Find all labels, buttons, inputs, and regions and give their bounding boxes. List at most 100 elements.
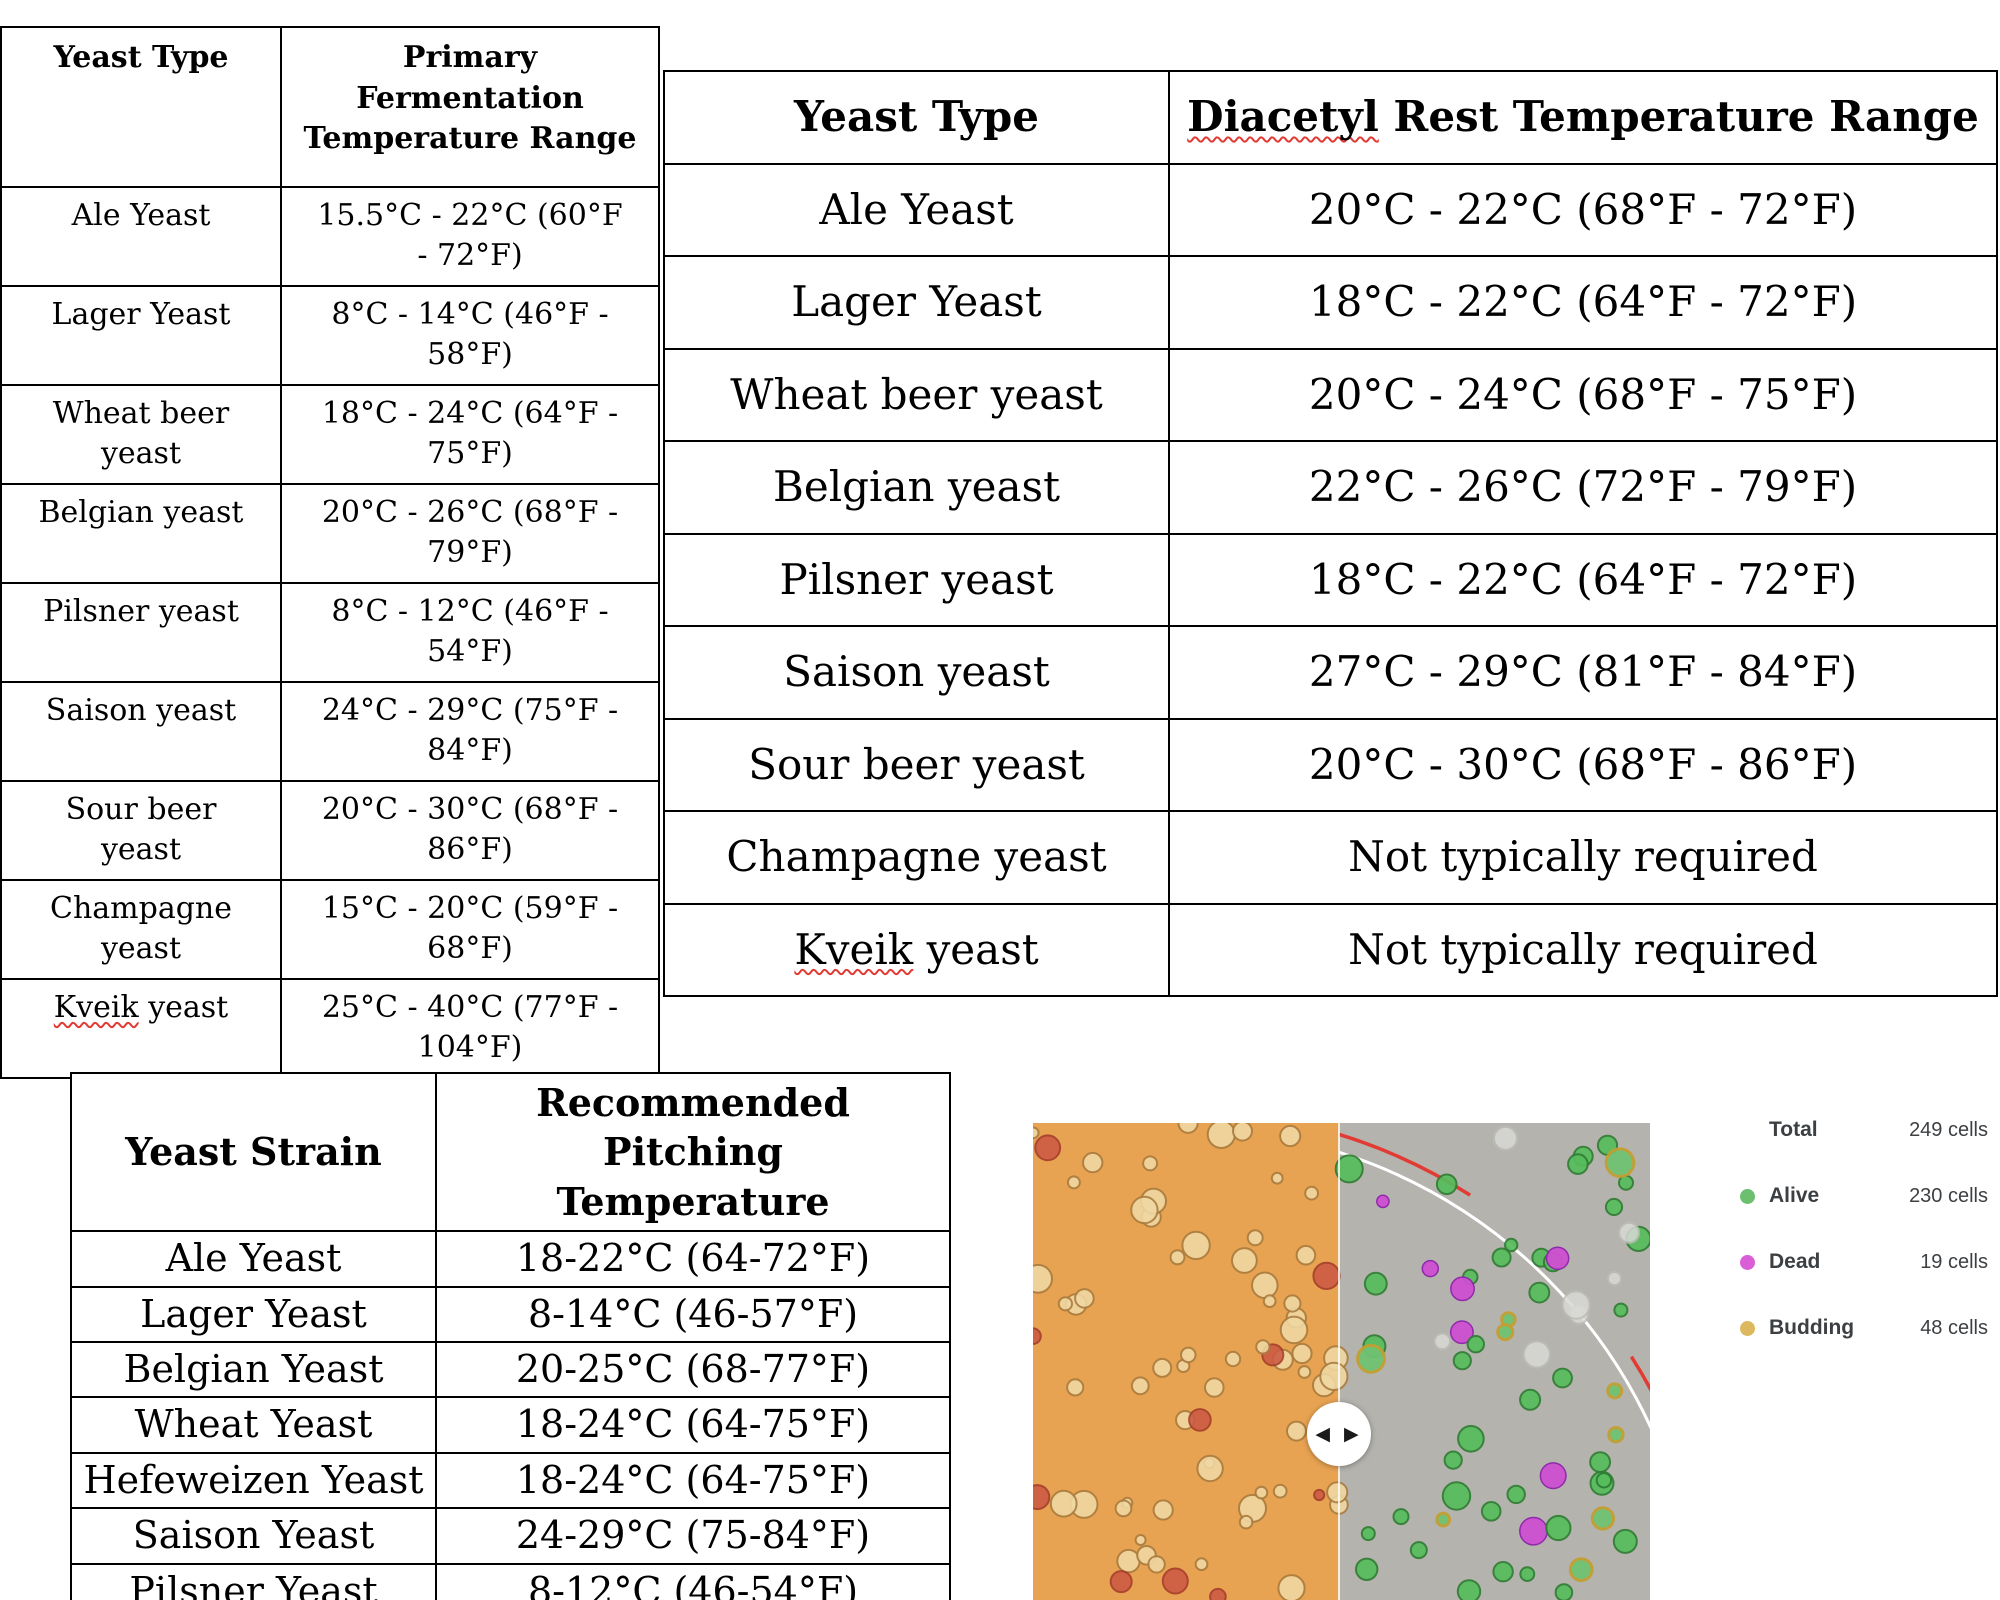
table-cell: Not typically required bbox=[1168, 810, 1998, 905]
legend-row-alive: Alive 230 cells bbox=[1740, 1184, 1988, 1208]
table-cell: Pilsner yeast bbox=[663, 532, 1170, 627]
table-cell: Pilsner Yeast bbox=[70, 1562, 437, 1600]
table-row: Lager Yeast 8-14°C (46-57°F) bbox=[70, 1285, 951, 1343]
table-row: Sour beer yeast 20°C - 30°C (68°F - 86°F) bbox=[663, 717, 1998, 812]
column-header: Yeast Type bbox=[0, 26, 282, 188]
table-row: Kveik yeast 25°C - 40°C (77°F - 104°F) bbox=[0, 977, 660, 1079]
legend-label: Budding bbox=[1769, 1316, 1855, 1339]
table-cell: Sour beer yeast bbox=[663, 717, 1170, 812]
table-cell: 15°C - 20°C (59°F - 68°F) bbox=[280, 878, 660, 980]
table-cell: 20°C - 30°C (68°F - 86°F) bbox=[1168, 717, 1998, 812]
table-row: Pilsner Yeast 8-12°C (46-54°F) bbox=[70, 1562, 951, 1600]
primary-fermentation-table: Yeast Type Primary Fermentation Temperatu… bbox=[0, 26, 660, 1079]
misspelled-word: Kveik bbox=[53, 989, 139, 1025]
legend-label: Alive bbox=[1769, 1184, 1820, 1207]
table-cell: 20-25°C (68-77°F) bbox=[435, 1340, 951, 1399]
table-cell: 24-29°C (75-84°F) bbox=[435, 1507, 951, 1565]
table-cell: Wheat Yeast bbox=[70, 1396, 437, 1454]
column-header: Yeast Strain bbox=[70, 1071, 437, 1233]
table-cell: Pilsner yeast bbox=[0, 581, 282, 683]
table-row: Wheat beer yeast 18°C - 24°C (64°F - 75°F… bbox=[0, 383, 660, 485]
legend-value: 48 cells bbox=[1920, 1316, 1988, 1339]
table-cell: 18°C - 22°C (64°F - 72°F) bbox=[1168, 255, 1998, 350]
table-cell: Belgian yeast bbox=[663, 440, 1170, 535]
table-cell: 18°C - 22°C (64°F - 72°F) bbox=[1168, 532, 1998, 627]
table-cell: 24°C - 29°C (75°F - 84°F) bbox=[280, 680, 660, 782]
table-cell: 8°C - 14°C (46°F - 58°F) bbox=[280, 284, 660, 386]
column-header: Yeast Type bbox=[663, 70, 1170, 165]
table-cell: Ale Yeast bbox=[663, 162, 1170, 257]
column-header: Primary Fermentation Temperature Range bbox=[280, 26, 660, 188]
table-cell: 8°C - 12°C (46°F - 54°F) bbox=[280, 581, 660, 683]
table-row: Wheat beer yeast 20°C - 24°C (68°F - 75°F… bbox=[663, 347, 1998, 442]
table-cell: Lager Yeast bbox=[70, 1285, 437, 1343]
table-cell: 25°C - 40°C (77°F - 104°F) bbox=[280, 977, 660, 1079]
table-cell: Kveik yeast bbox=[663, 902, 1170, 997]
legend-value: 249 cells bbox=[1909, 1118, 1988, 1141]
table-row: Hefeweizen Yeast 18-24°C (64-75°F) bbox=[70, 1451, 951, 1510]
table-cell: 18-24°C (64-75°F) bbox=[435, 1451, 951, 1510]
table-row: Ale Yeast 15.5°C - 22°C (60°F - 72°F) bbox=[0, 185, 660, 287]
table-row: Pilsner yeast 18°C - 22°C (64°F - 72°F) bbox=[663, 532, 1998, 627]
table-cell: Belgian yeast bbox=[0, 482, 282, 584]
legend-row-dead: Dead 19 cells bbox=[1740, 1250, 1988, 1274]
legend-label: Dead bbox=[1769, 1250, 1821, 1273]
pitching-temperature-table: Yeast Strain Recommended Pitching Tempera… bbox=[70, 1071, 951, 1600]
table-row: Belgian yeast 22°C - 26°C (72°F - 79°F) bbox=[663, 440, 1998, 535]
table-row: Ale Yeast 18-22°C (64-72°F) bbox=[70, 1230, 951, 1288]
legend-value: 19 cells bbox=[1920, 1250, 1988, 1273]
budding-dot-icon bbox=[1740, 1320, 1755, 1336]
dead-dot-icon bbox=[1740, 1254, 1755, 1270]
header-row: Yeast Type Primary Fermentation Temperatu… bbox=[0, 26, 660, 188]
table-cell: 8-12°C (46-54°F) bbox=[435, 1562, 951, 1600]
yeast-cell-comparison-image: ◀ ▶ bbox=[1033, 1123, 1650, 1600]
table-row: Sour beer yeast 20°C - 30°C (68°F - 86°F) bbox=[0, 779, 660, 881]
table-row: Saison yeast 27°C - 29°C (81°F - 84°F) bbox=[663, 625, 1998, 720]
table-cell: 20°C - 22°C (68°F - 72°F) bbox=[1168, 162, 1998, 257]
table-cell: Not typically required bbox=[1168, 902, 1998, 997]
legend-value: 230 cells bbox=[1909, 1184, 1988, 1207]
image-compare-slider[interactable]: ◀ ▶ bbox=[1307, 1402, 1371, 1466]
table-row: Lager Yeast 18°C - 22°C (64°F - 72°F) bbox=[663, 255, 1998, 350]
legend-row-total: Total 249 cells bbox=[1740, 1118, 1988, 1142]
table-cell: Wheat beer yeast bbox=[663, 347, 1170, 442]
table-cell: 20°C - 26°C (68°F - 79°F) bbox=[280, 482, 660, 584]
table-cell: 8-14°C (46-57°F) bbox=[435, 1285, 951, 1343]
table-row: Champagne yeast Not typically required bbox=[663, 810, 1998, 905]
header-row: Yeast Type Diacetyl Rest Temperature Rang… bbox=[663, 70, 1998, 165]
table-cell: Lager Yeast bbox=[663, 255, 1170, 350]
table-cell: 18-22°C (64-72°F) bbox=[435, 1230, 951, 1288]
table-cell: Lager Yeast bbox=[0, 284, 282, 386]
table-cell: 27°C - 29°C (81°F - 84°F) bbox=[1168, 625, 1998, 720]
misspelled-word: Diacetyl bbox=[1187, 92, 1379, 141]
table-cell: Belgian Yeast bbox=[70, 1340, 437, 1399]
table-row: Kveik yeast Not typically required bbox=[663, 902, 1998, 997]
table-row: Belgian yeast 20°C - 26°C (68°F - 79°F) bbox=[0, 482, 660, 584]
table-cell: Saison yeast bbox=[0, 680, 282, 782]
header-row: Yeast Strain Recommended Pitching Tempera… bbox=[70, 1071, 951, 1233]
table-cell: Saison yeast bbox=[663, 625, 1170, 720]
cell-count-legend: Total 249 cells Alive 230 cells Dead 19 … bbox=[1740, 1118, 1988, 1382]
table-cell: Champagne yeast bbox=[0, 878, 282, 980]
misspelled-word: Kveik bbox=[794, 924, 914, 974]
table-cell: Ale Yeast bbox=[0, 185, 282, 287]
table-cell: 18-24°C (64-75°F) bbox=[435, 1396, 951, 1454]
microscope-photo bbox=[1033, 1123, 1650, 1600]
table-cell: Ale Yeast bbox=[70, 1230, 437, 1288]
table-row: Pilsner yeast 8°C - 12°C (46°F - 54°F) bbox=[0, 581, 660, 683]
table-row: Lager Yeast 8°C - 14°C (46°F - 58°F) bbox=[0, 284, 660, 386]
table-cell: Kveik yeast bbox=[0, 977, 282, 1079]
table-cell: Sour beer yeast bbox=[0, 779, 282, 881]
compare-arrows-icon: ◀ ▶ bbox=[1315, 1423, 1363, 1445]
table-row: Wheat Yeast 18-24°C (64-75°F) bbox=[70, 1396, 951, 1454]
column-header: Diacetyl Rest Temperature Range bbox=[1168, 70, 1998, 165]
diacetyl-rest-table: Yeast Type Diacetyl Rest Temperature Rang… bbox=[663, 70, 1998, 997]
table-row: Belgian Yeast 20-25°C (68-77°F) bbox=[70, 1340, 951, 1399]
table-cell: Saison Yeast bbox=[70, 1507, 437, 1565]
column-header: Recommended Pitching Temperature bbox=[435, 1071, 951, 1233]
table-cell: Champagne yeast bbox=[663, 810, 1170, 905]
table-cell: Wheat beer yeast bbox=[0, 383, 282, 485]
table-cell: 20°C - 30°C (68°F - 86°F) bbox=[280, 779, 660, 881]
legend-label: Total bbox=[1769, 1118, 1818, 1141]
